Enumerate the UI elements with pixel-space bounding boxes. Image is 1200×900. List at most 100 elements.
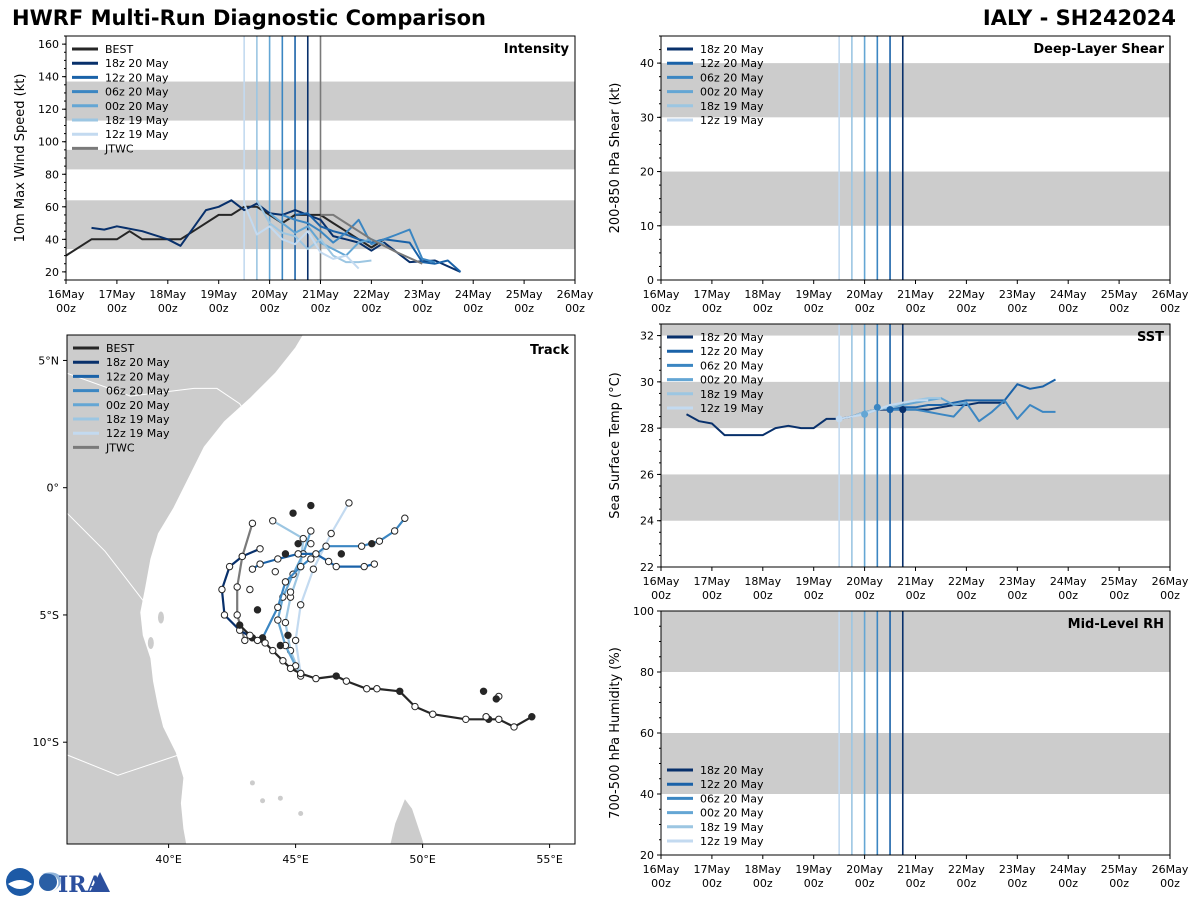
track-legend-label: 12z 19 May: [106, 427, 170, 440]
rh-legend-label: 06z 20 May: [700, 792, 764, 805]
shear-ytick-label: 0: [647, 274, 654, 287]
track-legend-label: 18z 20 May: [106, 356, 170, 369]
sst-ytick-label: 30: [640, 376, 654, 389]
rh-legend-label: 18z 19 May: [700, 821, 764, 834]
intensity-ytick-label: 120: [38, 103, 59, 116]
track-frame: [66, 334, 576, 845]
sst-xtick-day: 18May: [744, 575, 781, 588]
sst-ylabel: Sea Surface Temp (°C): [608, 372, 623, 519]
intensity-xtick-hour: 00z: [362, 302, 382, 315]
track-point-r12z19: [345, 499, 353, 507]
intensity-xtick-day: 20May: [251, 288, 288, 301]
track-point-r06z20: [390, 527, 399, 535]
intensity-xtick-hour: 00z: [514, 302, 534, 315]
track-position-marker: [368, 539, 376, 548]
rh-xtick-hour: 00z: [1007, 877, 1027, 890]
track-line-r12z19: [294, 502, 350, 674]
country-border: [67, 512, 149, 608]
shear-panel: 16May00z17May00z18May00z19May00z20May00z…: [608, 35, 1189, 315]
track-position-marker: [492, 695, 500, 703]
track-position-marker: [281, 550, 290, 558]
sst-legend-label: 12z 20 May: [700, 345, 764, 358]
track-point-r06z20: [357, 542, 366, 550]
track-point-best: [363, 685, 371, 693]
sst-xtick-day: 25May: [1101, 575, 1138, 588]
track-point-r12z20: [274, 555, 282, 563]
track-point-r12z20: [294, 550, 302, 558]
shear-ytick-label: 30: [640, 111, 654, 124]
comoros-island: [277, 795, 283, 801]
comoros-island: [260, 798, 266, 804]
sst-marker-3: [886, 406, 894, 414]
sst-xtick-hour: 00z: [702, 589, 722, 602]
rh-xtick-day: 16May: [643, 863, 680, 876]
track-point-r12z20: [360, 562, 368, 571]
track-point-r18z20: [220, 611, 229, 619]
track-position-marker: [482, 713, 490, 721]
shear-xtick-hour: 00z: [702, 302, 722, 315]
intensity-ytick-label: 140: [38, 71, 59, 84]
cira-triangle-icon: [90, 872, 110, 892]
intensity-ytick-label: 20: [45, 266, 59, 279]
rh-plot-area: [661, 611, 1170, 855]
track-point-best: [286, 664, 295, 673]
track-point-best: [312, 674, 320, 683]
sst-ytick-label: 28: [640, 422, 654, 435]
sst-xtick-day: 19May: [795, 575, 832, 588]
coastal-island: [147, 636, 154, 649]
intensity-xtick-hour: 00z: [209, 302, 229, 315]
sst-xtick-hour: 00z: [753, 589, 773, 602]
noaa-bird-icon: [8, 880, 32, 889]
track-position-marker: [276, 641, 285, 650]
intensity-xtick-hour: 00z: [565, 302, 585, 315]
intensity-ytick-label: 100: [38, 136, 59, 149]
sst-marker-4: [899, 406, 907, 414]
rh-ytick-label: 80: [640, 666, 654, 679]
intensity-legend-label: 18z 19 May: [105, 114, 169, 127]
rh-xtick-hour: 00z: [702, 877, 722, 890]
track-point-best: [510, 723, 518, 731]
track-xtick-label: 50°E: [409, 853, 435, 866]
rh-title: Mid-Level RH: [1068, 617, 1164, 632]
sst-marker-1: [861, 410, 869, 418]
sst-xtick-hour: 00z: [804, 589, 824, 602]
sst-marker-2: [873, 403, 881, 411]
shear-shade-band-1: [661, 63, 1170, 118]
track-position-marker: [289, 509, 297, 517]
track-point-r12z20: [332, 562, 340, 571]
track-point-r06z20: [296, 562, 305, 571]
rh-xtick-hour: 00z: [957, 877, 977, 890]
intensity-series-jtwc: [320, 213, 423, 265]
intensity-xtick-hour: 00z: [463, 302, 483, 315]
track-xtick-label: 40°E: [155, 853, 181, 866]
track-legend-label: 06z 20 May: [106, 385, 170, 398]
rh-xtick-day: 22May: [948, 863, 985, 876]
figure-title: HWRF Multi-Run Diagnostic Comparison: [12, 6, 487, 30]
rh-legend-label: 00z 20 May: [700, 807, 764, 820]
track-point-best: [495, 715, 503, 723]
shear-xtick-day: 20May: [846, 288, 883, 301]
track-point-r06z20: [281, 578, 290, 586]
track-point-best: [332, 672, 340, 680]
shear-title: Deep-Layer Shear: [1033, 42, 1164, 57]
track-position-marker: [246, 585, 254, 594]
shear-xtick-hour: 00z: [753, 302, 773, 315]
shear-legend-label: 12z 20 May: [700, 57, 764, 70]
track-point-r12z20: [324, 557, 333, 566]
track-point-jtwc: [248, 519, 257, 528]
shear-xtick-day: 16May: [643, 288, 680, 301]
track-point-jtwc: [233, 611, 241, 619]
country-border: [67, 754, 179, 776]
intensity-series-r12z19: [243, 203, 360, 270]
track-point-best: [411, 702, 419, 711]
track-panel: 40°E 45°E 50°E 55°E5°N0°5°S10°STrackBEST18z…: [33, 334, 576, 866]
intensity-xtick-day: 19May: [200, 288, 237, 301]
sst-xtick-hour: 00z: [1160, 589, 1180, 602]
intensity-legend-label: 18z 20 May: [105, 57, 169, 70]
rh-ytick-label: 40: [640, 788, 654, 801]
madagascar-landmass: [389, 797, 425, 844]
track-point-r18z19: [281, 618, 290, 627]
